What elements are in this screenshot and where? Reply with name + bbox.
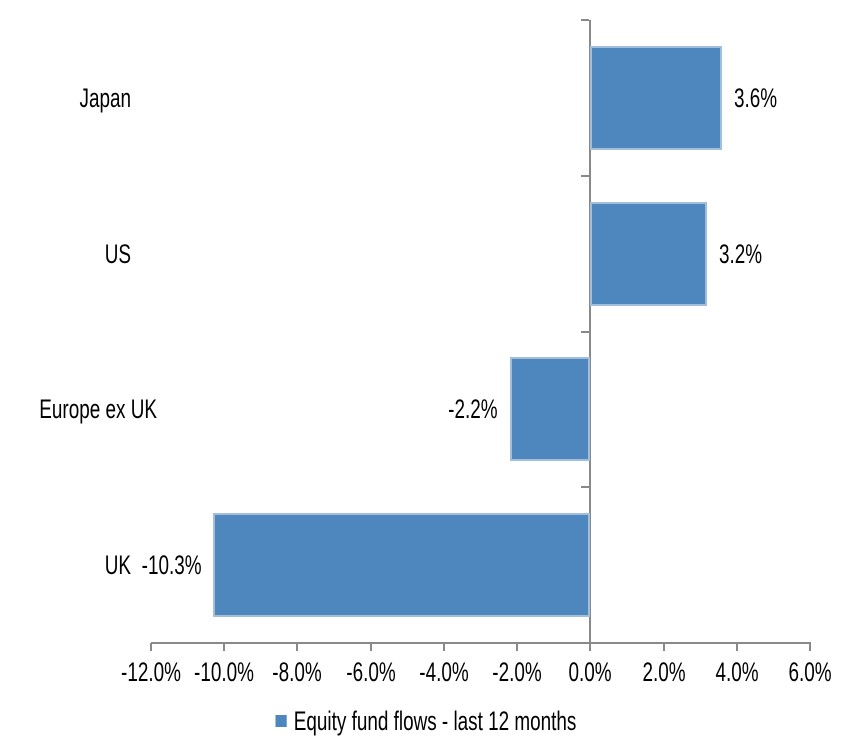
x-tick-label: 2.0% [642,657,686,687]
y-axis-tick [581,19,590,21]
category-label-europe-ex-uk: Europe ex UK [39,394,157,425]
x-axis-tick [516,643,519,651]
legend: Equity fund flows - last 12 months [128,707,724,735]
bar-europe-ex-uk [509,357,591,462]
y-axis-tick [581,174,590,177]
value-label-us: 3.2% [719,238,763,269]
x-axis-tick [735,643,738,651]
x-axis-tick [223,643,226,651]
value-label-uk: -10.3% [141,550,202,581]
bar-uk [213,513,591,618]
x-axis-tick [150,643,152,651]
y-axis-line [589,20,592,643]
x-tick-label: -12.0% [121,657,181,687]
category-label-japan: Japan [79,82,131,113]
bar-us [590,201,708,306]
legend-marker-icon [275,715,287,727]
y-axis-tick [581,330,590,333]
x-tick-label: 4.0% [715,657,759,687]
category-label-uk: UK [104,550,131,581]
x-tick-label: -10.0% [194,657,255,687]
x-axis-line [151,642,811,644]
value-label-europe-ex-uk: -2.2% [448,394,498,425]
x-axis-tick [589,643,592,651]
y-axis-tick [581,486,590,489]
legend-label: Equity fund flows - last 12 months [293,706,577,736]
x-axis-tick [296,643,299,651]
x-tick-label: -6.0% [345,657,396,687]
value-label-japan: 3.6% [734,82,778,113]
x-axis-tick [369,643,372,651]
x-axis-tick [809,643,811,651]
bar-japan [590,45,723,150]
x-axis-tick [662,643,665,651]
x-axis-tick [442,643,445,651]
x-tick-label: 0.0% [568,657,612,687]
x-tick-label: 6.0% [788,657,832,687]
x-tick-label: -4.0% [419,657,469,687]
x-tick-label: -8.0% [272,657,323,687]
category-label-us: US [104,238,131,269]
x-tick-label: -2.0% [492,657,542,687]
